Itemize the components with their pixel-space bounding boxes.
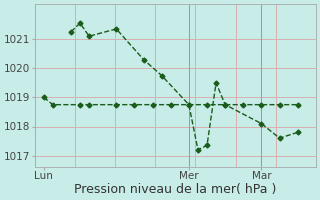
X-axis label: Pression niveau de la mer( hPa ): Pression niveau de la mer( hPa ) (74, 183, 276, 196)
